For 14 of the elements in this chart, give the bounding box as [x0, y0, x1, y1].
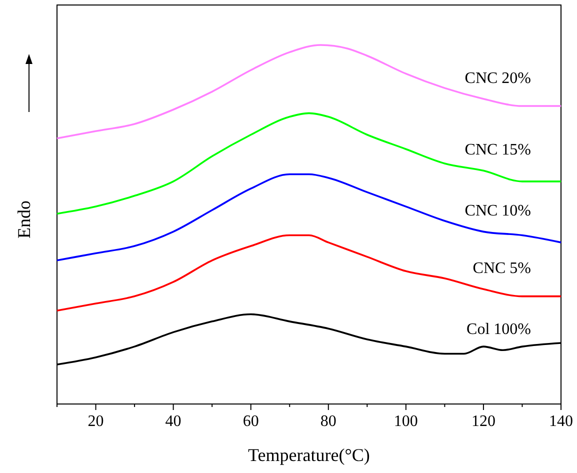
x-tick-label: 120 — [471, 413, 496, 430]
series-label: Col 100% — [466, 321, 531, 338]
y-axis-title: Endo — [14, 200, 34, 238]
x-tick-label: 60 — [242, 413, 259, 430]
series-label: CNC 20% — [464, 70, 531, 87]
x-tick-label: 140 — [549, 413, 573, 430]
x-tick-label: 100 — [394, 413, 418, 430]
series-label: CNC 10% — [464, 202, 531, 220]
x-axis-title: Temperature(°C) — [248, 445, 370, 465]
x-tick-label: 80 — [320, 413, 336, 430]
x-tick-label: 40 — [165, 413, 182, 430]
x-tick-label: 20 — [88, 413, 104, 430]
series-label: CNC 15% — [464, 142, 531, 159]
series-label: CNC 5% — [472, 260, 531, 278]
